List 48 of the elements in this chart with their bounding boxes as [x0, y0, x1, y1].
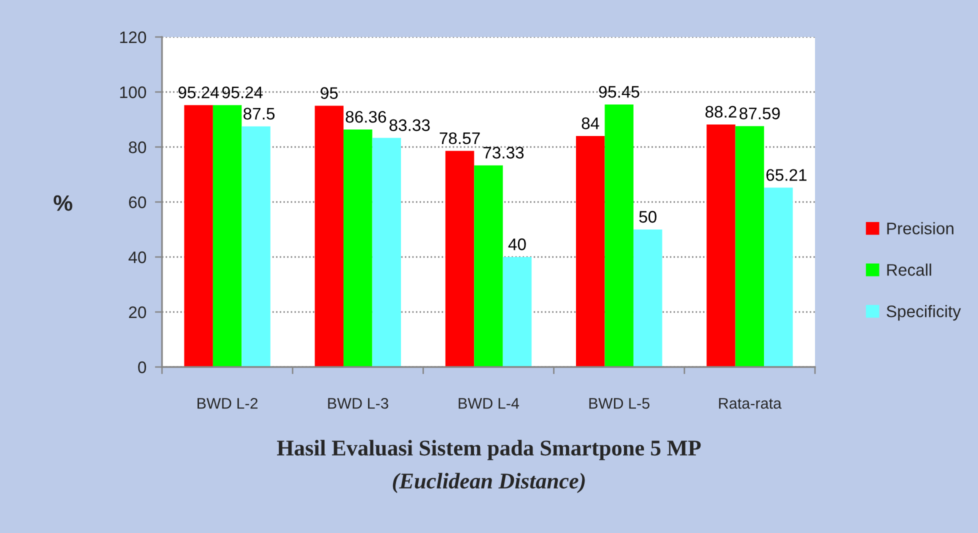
data-label: 95.24 — [222, 86, 263, 98]
data-label: 95 — [320, 87, 338, 99]
bar — [706, 124, 736, 367]
text: Hasil Evaluasi Sistem pada Smartpone 5 MP — [277, 440, 701, 460]
bar — [474, 165, 503, 367]
bar — [764, 188, 793, 367]
bar — [344, 130, 372, 367]
bar — [184, 105, 213, 367]
bar — [372, 138, 401, 367]
bar — [314, 106, 344, 367]
data-label: 78.57 — [440, 132, 480, 144]
data-label: 73.33 — [484, 146, 524, 159]
bar — [502, 257, 532, 367]
data-label: 88.2 — [705, 106, 736, 118]
y-tick-label: 20 — [129, 306, 146, 318]
data-label: 95.45 — [599, 86, 640, 98]
data-label: 86.36 — [346, 110, 386, 123]
y-tick-label: 120 — [120, 31, 146, 44]
bar — [735, 126, 764, 367]
legend-label: Specificity — [886, 305, 961, 321]
bar — [633, 230, 662, 367]
data-label: 83.33 — [390, 119, 430, 132]
x-tick-label: Rata-rata — [719, 398, 782, 409]
x-tick-label: BWD L-4 — [458, 398, 520, 409]
bar — [242, 126, 270, 367]
legend-label: Precision — [887, 222, 954, 234]
x-tick-label: BWD L-5 — [589, 398, 650, 409]
y-tick-label: 60 — [129, 196, 146, 208]
text: (Euclidean Distance) — [392, 472, 585, 494]
data-label: 87.5 — [244, 108, 275, 120]
data-label: 40 — [508, 238, 526, 250]
bar — [212, 105, 242, 367]
y-tick-label: 80 — [128, 141, 146, 154]
bar — [445, 150, 474, 367]
x-tick-label: BWD L-3 — [328, 398, 388, 409]
data-label: 95.24 — [178, 86, 219, 98]
data-label: 84 — [582, 117, 600, 130]
data-label: 65.21 — [766, 169, 806, 181]
data-label: 50 — [639, 210, 656, 223]
y-tick-label: 0 — [138, 361, 146, 374]
bar — [576, 136, 605, 367]
y-tick-label: 100 — [120, 86, 146, 98]
y-axis-title: % — [54, 195, 72, 211]
legend-label: Recall — [887, 264, 932, 276]
y-tick-label: 40 — [128, 251, 146, 264]
bar — [604, 104, 634, 367]
x-tick-label: BWD L-2 — [198, 398, 258, 409]
data-label: 87.59 — [740, 108, 780, 120]
